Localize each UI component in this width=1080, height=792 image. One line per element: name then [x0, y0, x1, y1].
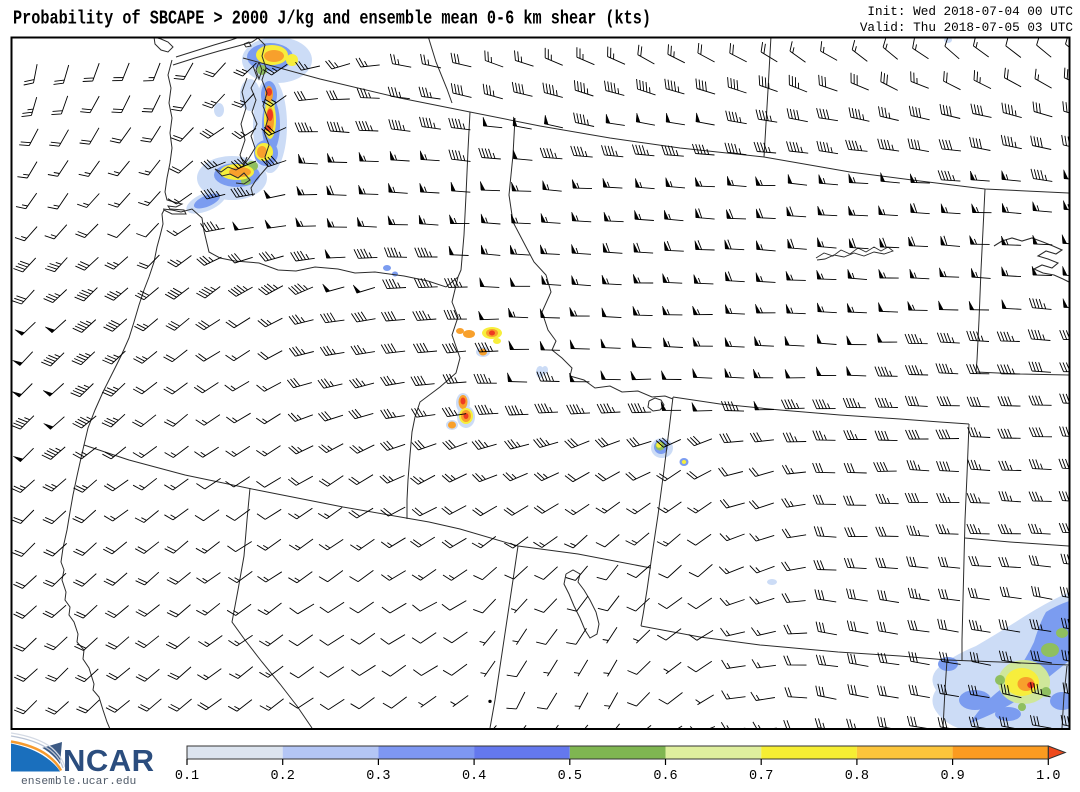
svg-text:0.9: 0.9 — [940, 769, 964, 784]
svg-text:0.2: 0.2 — [271, 769, 295, 784]
svg-text:Valid: Thu 2018-07-05 03 UTC: Valid: Thu 2018-07-05 03 UTC — [860, 20, 1074, 35]
svg-text:Probability of SBCAPE > 2000 J: Probability of SBCAPE > 2000 J/kg and en… — [13, 8, 651, 30]
svg-text:0.6: 0.6 — [653, 769, 677, 784]
svg-text:NCAR: NCAR — [63, 743, 155, 778]
svg-text:0.7: 0.7 — [749, 769, 773, 784]
svg-text:Init: Wed 2018-07-04 00 UTC: Init: Wed 2018-07-04 00 UTC — [867, 4, 1073, 19]
svg-text:0.5: 0.5 — [558, 769, 582, 784]
svg-text:1.0: 1.0 — [1036, 769, 1060, 784]
svg-text:0.1: 0.1 — [175, 769, 199, 784]
svg-text:0.3: 0.3 — [366, 769, 390, 784]
svg-text:ensemble.ucar.edu: ensemble.ucar.edu — [21, 776, 136, 788]
svg-text:0.4: 0.4 — [462, 769, 486, 784]
svg-text:0.8: 0.8 — [845, 769, 869, 784]
